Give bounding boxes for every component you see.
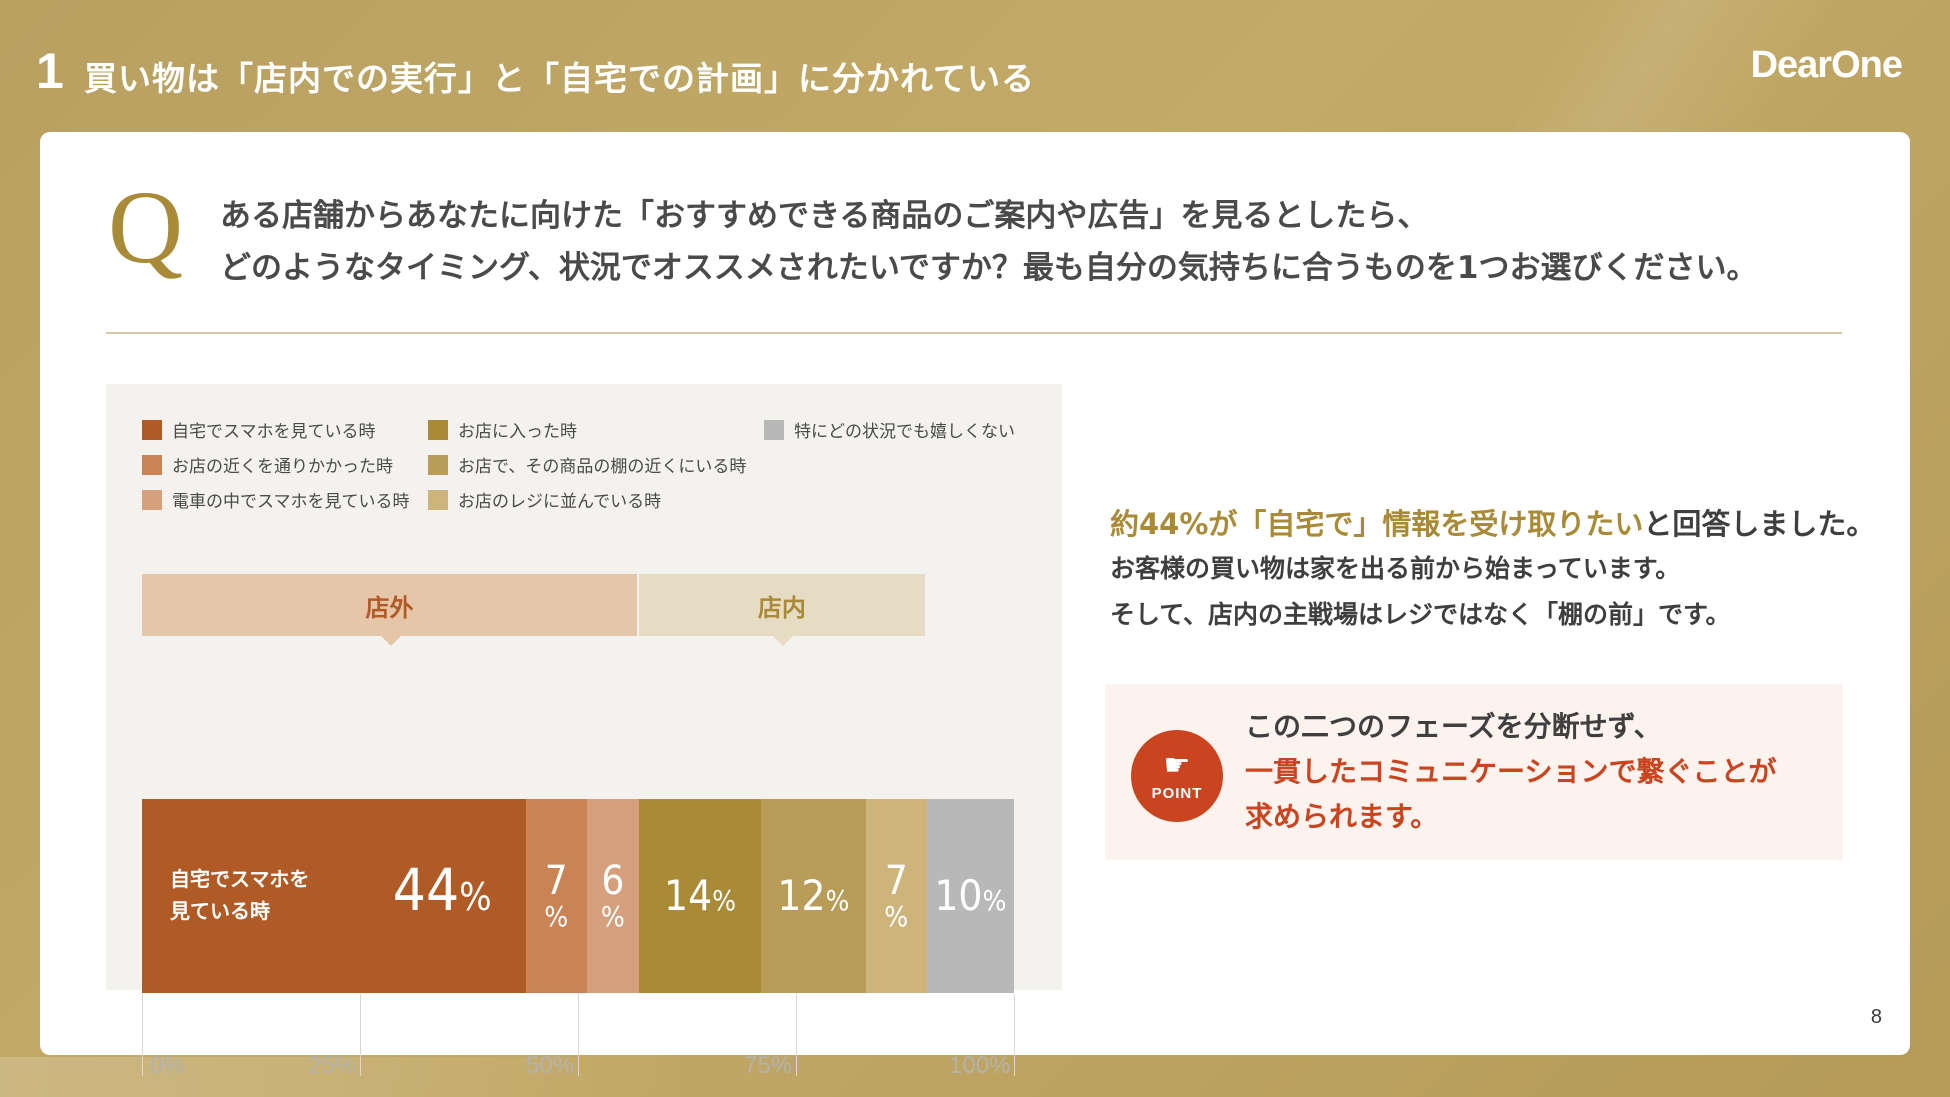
summary-highlight: 約44%が「自宅で」情報を受け取りたい [1110, 507, 1644, 541]
legend-item: お店に入った時 [428, 417, 577, 442]
x-tick-label: 0% [150, 1052, 185, 1079]
summary-rest: と回答しました。 [1643, 507, 1876, 541]
bar-segment: 自宅でスマホを 見ている時 44% [142, 799, 526, 993]
legend-label: お店に入った時 [458, 422, 577, 442]
bar-segment: 12% [761, 799, 866, 993]
data-label: 7% [544, 858, 569, 933]
legend-swatch [142, 489, 162, 510]
legend-item: 電車の中でスマホを見ている時 [142, 487, 410, 512]
point-badge-label: POINT [1151, 784, 1203, 802]
legend-item: 自宅でスマホを見ている時 [142, 417, 376, 442]
summary-line-2: お客様の買い物は家を出る前から始まっています。 [1110, 554, 1681, 583]
summary-line-3: そして、店内の主戦場はレジではなく「棚の前」です。 [1110, 600, 1731, 629]
x-tick-label: 25% [308, 1052, 357, 1079]
point-line-1: この二つのフェーズを分断せず、 [1245, 710, 1662, 743]
legend-item: お店のレジに並んでいる時 [428, 487, 661, 512]
legend-swatch [764, 419, 784, 440]
legend-item: 特にどの状況でも嬉しくない [764, 417, 1015, 442]
question-text: ある店舗からあなたに向けた「おすすめできる商品のご案内や広告」を見るとしたら、 … [220, 190, 1880, 294]
phase-label: 店内 [757, 593, 806, 622]
legend-swatch [428, 419, 448, 440]
page-number: 8 [1870, 1006, 1882, 1028]
data-label: 14% [664, 871, 737, 920]
legend-swatch [428, 489, 448, 510]
point-callout: ☛ POINT この二つのフェーズを分断せず、 一貫したコミュニケーションで繋ぐ… [1105, 684, 1843, 860]
slide-header: 1 買い物は「店内での実行」と「自宅での計画」に分かれている DearOne [0, 0, 1950, 130]
data-label: 10% [934, 871, 1007, 920]
dearone-logo: DearOne [1750, 44, 1903, 86]
bar-segment: 10% [926, 799, 1014, 993]
background-bottom-stripe [0, 1057, 700, 1097]
phase-header: 店外 [142, 574, 638, 646]
point-line-3: 求められます。 [1245, 800, 1439, 833]
summary: 約44%が「自宅で」情報を受け取りたいと回答しました。 お客様の買い物は家を出る… [1110, 502, 1875, 638]
legend-swatch [142, 454, 162, 475]
legend-label: 電車の中でスマホを見ている時 [172, 492, 410, 512]
legend-swatch [142, 419, 162, 440]
divider [106, 332, 1842, 334]
question-line-2: どのようなタイミング、状況でオススメされたいですか？最も自分の気持ちに合うものを… [220, 250, 1758, 286]
grid-line [578, 994, 579, 1076]
bar-segment: 14% [639, 799, 762, 993]
grid-line [796, 994, 797, 1076]
data-label: 6% [600, 858, 625, 933]
summary-line-1: 約44%が「自宅で」情報を受け取りたいと回答しました。 [1110, 502, 1875, 546]
grid-line [360, 994, 361, 1076]
x-tick-label: 50% [526, 1052, 575, 1079]
x-tick-label: 75% [744, 1052, 793, 1079]
bar-segment: 7% [525, 799, 587, 993]
stacked-bar-plot: 自宅でスマホを 見ている時 44% 7% 6% 14% 12% 7% 10% 0% 25% 50% 7… [106, 384, 1062, 1079]
point-text: この二つのフェーズを分断せず、 一貫したコミュニケーションで繋ぐことが 求められ… [1245, 704, 1776, 839]
point-line-2: 一貫したコミュニケーションで繋ぐことが [1245, 755, 1777, 788]
pointing-hand-icon: ☛ [1163, 747, 1191, 783]
phase-arrow [772, 636, 793, 646]
segment-inner-label: 自宅でスマホを 見ている時 [170, 867, 310, 923]
question-line-1: ある店舗からあなたに向けた「おすすめできる商品のご案内や広告」を見るとしたら、 [220, 198, 1429, 234]
grid-line [142, 994, 143, 1076]
phase-arrow [380, 636, 401, 646]
legend-label: お店のレジに並んでいる時 [458, 492, 662, 512]
page-title: 買い物は「店内での実行」と「自宅での計画」に分かれている [84, 59, 1036, 98]
data-label: 44% [392, 856, 492, 924]
point-badge: ☛ POINT [1131, 730, 1223, 822]
data-label: 7% [884, 858, 909, 933]
content-card: Q ある店舗からあなたに向けた「おすすめできる商品のご案内や広告」を見るとしたら… [40, 132, 1910, 1079]
bar-segment: 7% [865, 799, 927, 993]
legend-label: 特にどの状況でも嬉しくない [794, 422, 1015, 442]
phase-label: 店外 [365, 593, 414, 622]
q-mark: Q [108, 170, 184, 285]
chart-panel: 自宅でスマホを見ている時 お店の近くを通りかかった時 電車の中でスマホを見ている時 お… [106, 384, 1062, 1079]
phase-header: 店内 [639, 574, 925, 646]
section-number: 1 [36, 43, 64, 99]
grid-line [1014, 994, 1015, 1076]
legend-swatch [428, 454, 448, 475]
legend-item: お店で、その商品の棚の近くにいる時 [428, 452, 746, 477]
legend-label: お店で、その商品の棚の近くにいる時 [458, 457, 747, 477]
data-label: 12% [777, 871, 850, 920]
bar-segment: 6% [586, 799, 640, 993]
legend-item: お店の近くを通りかかった時 [142, 452, 393, 477]
x-tick-label: 100% [949, 1052, 1011, 1079]
legend-label: 自宅でスマホを見ている時 [172, 422, 376, 442]
legend-label: お店の近くを通りかかった時 [172, 457, 393, 477]
